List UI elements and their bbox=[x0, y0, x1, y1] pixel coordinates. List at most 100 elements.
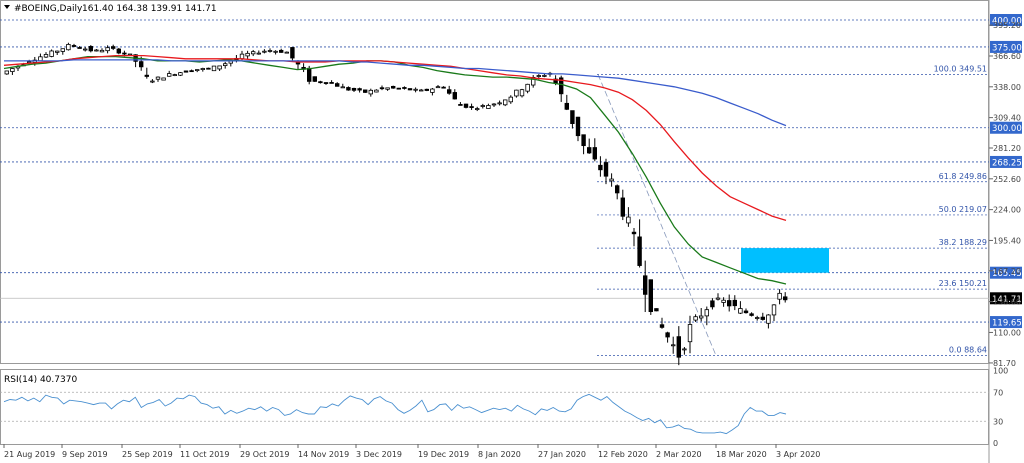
symbol-label: #BOEING,Daily bbox=[14, 4, 83, 14]
candle-body bbox=[743, 310, 749, 314]
candle-body bbox=[211, 65, 217, 72]
candle-body bbox=[200, 68, 205, 70]
time-tick-label: 19 Dec 2019 bbox=[418, 450, 469, 459]
horizontal-levels: 400.00 375.00 300.00 268.25 165.45 119.65 141.… bbox=[0, 14, 1022, 329]
candle-body bbox=[542, 75, 547, 77]
time-tick-label: 12 Feb 2020 bbox=[598, 450, 648, 459]
candle-body bbox=[245, 52, 250, 57]
candle-body bbox=[43, 54, 49, 58]
candle-body bbox=[732, 299, 737, 307]
candle-body bbox=[38, 56, 43, 62]
rsi-layer: 100 70 30 0 bbox=[0, 367, 1008, 448]
price-tick-label: 281.20 bbox=[993, 144, 1021, 153]
candle-body bbox=[402, 87, 407, 89]
candle-body bbox=[508, 96, 513, 103]
candle-body bbox=[575, 116, 581, 137]
candle-body bbox=[665, 332, 670, 338]
candle-body bbox=[256, 52, 261, 55]
candle-body bbox=[122, 52, 127, 55]
price-tick-label: 110.00 bbox=[993, 328, 1021, 337]
dropdown-triangle-icon[interactable] bbox=[4, 5, 10, 9]
candle-body bbox=[458, 104, 463, 106]
candle-body bbox=[687, 324, 693, 343]
time-tick-label: 25 Sep 2019 bbox=[122, 450, 173, 459]
candle-body bbox=[83, 48, 88, 51]
fib-label: 61.8 249.86 bbox=[939, 172, 987, 181]
fibonacci-trendline-layer bbox=[597, 74, 717, 356]
candle-body bbox=[306, 67, 312, 82]
candle-body bbox=[278, 49, 284, 53]
candle-body bbox=[312, 76, 317, 82]
level-badge bbox=[990, 155, 1022, 168]
candle-body bbox=[166, 73, 172, 77]
candle-body bbox=[66, 44, 71, 51]
candle-body bbox=[88, 46, 93, 52]
candle-body bbox=[222, 63, 228, 66]
candle-body bbox=[262, 50, 267, 53]
current-price-badge bbox=[990, 292, 1022, 305]
rsi-tick-label: 100 bbox=[993, 367, 1008, 376]
price-axis: 395.20 366.60 338.00 309.40 281.20 252.60 224.… bbox=[989, 21, 1021, 368]
time-tick-label: 3 Dec 2019 bbox=[356, 450, 402, 459]
candle-body bbox=[267, 50, 273, 52]
candle-body bbox=[172, 74, 177, 76]
level-badge bbox=[990, 266, 1022, 279]
fib-label: 0.0 88.64 bbox=[949, 345, 987, 354]
candle-body bbox=[783, 296, 788, 301]
candle-body bbox=[452, 92, 457, 100]
candle-body bbox=[654, 308, 659, 312]
candle-body bbox=[368, 89, 373, 95]
candle-body bbox=[631, 231, 637, 235]
candle-body bbox=[497, 102, 502, 105]
candle-body bbox=[570, 110, 575, 125]
candle-body bbox=[99, 49, 105, 53]
candle-body bbox=[161, 77, 166, 81]
candle-body bbox=[564, 102, 569, 110]
level-badge-label: 375.00 bbox=[992, 43, 1022, 53]
time-tick-label: 3 Apr 2020 bbox=[776, 450, 820, 459]
time-tick-label: 14 Nov 2019 bbox=[298, 450, 349, 459]
candle-body bbox=[659, 324, 665, 328]
candle-body bbox=[721, 299, 726, 303]
ma-blue-line bbox=[4, 59, 787, 127]
chart-header: #BOEING,Daily 161.40 164.38 139.91 141.7… bbox=[4, 4, 217, 14]
candle-body bbox=[715, 297, 721, 300]
candle-body bbox=[676, 336, 681, 358]
candle-body bbox=[671, 344, 676, 347]
candle-body bbox=[446, 89, 452, 94]
candle-body bbox=[441, 86, 446, 89]
level-badge-label: 119.65 bbox=[992, 319, 1022, 329]
candle-body bbox=[777, 292, 782, 300]
level-badge-label: 300.00 bbox=[992, 124, 1022, 134]
fib-trendline bbox=[597, 74, 717, 356]
candle-body bbox=[334, 83, 340, 87]
candle-body bbox=[407, 88, 413, 91]
candle-body bbox=[206, 67, 211, 70]
time-tick-label: 27 Jan 2020 bbox=[538, 450, 586, 459]
fib-label: 38.2 188.29 bbox=[939, 238, 987, 247]
candle-body bbox=[362, 89, 368, 93]
level-badge-label: 268.25 bbox=[992, 158, 1022, 168]
candle-body bbox=[340, 86, 345, 89]
time-tick-label: 2 Mar 2020 bbox=[656, 450, 702, 459]
candle-body bbox=[536, 75, 541, 77]
candle-body bbox=[217, 65, 222, 70]
price-tick-label: 309.40 bbox=[993, 114, 1021, 123]
candle-body bbox=[290, 47, 295, 59]
candle-body bbox=[60, 48, 65, 52]
candle-body bbox=[603, 162, 609, 177]
candle-body bbox=[469, 106, 474, 108]
candle-body bbox=[178, 72, 183, 76]
price-tick-label: 395.20 bbox=[993, 21, 1021, 30]
candle-body bbox=[463, 103, 469, 108]
candle-body bbox=[609, 178, 614, 182]
candle-body bbox=[105, 47, 110, 52]
level-badge-label: 165.45 bbox=[992, 269, 1022, 279]
candle-body bbox=[49, 50, 54, 57]
candle-body bbox=[514, 89, 519, 97]
candle-body bbox=[346, 87, 351, 91]
time-axis: 21 Aug 2019 9 Sep 2019 25 Sep 2019 11 Oct 2… bbox=[3, 444, 820, 459]
price-tick-label: 81.70 bbox=[993, 359, 1016, 368]
moving-averages bbox=[3, 54, 787, 285]
